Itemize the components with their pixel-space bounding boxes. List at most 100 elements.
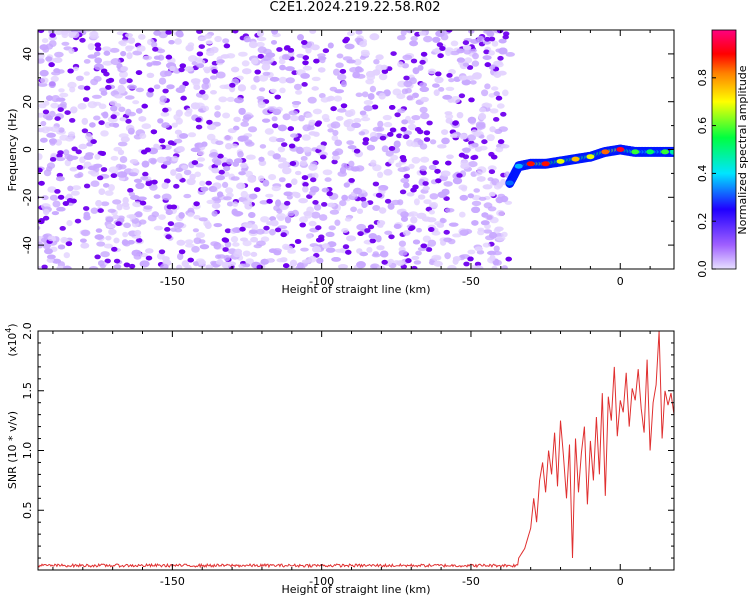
heatmap-cell	[56, 206, 66, 212]
heatmap-cell	[38, 127, 45, 133]
heatmap-cell	[467, 134, 476, 142]
x-tick-label: 0	[617, 275, 624, 288]
heatmap-cell	[269, 76, 280, 82]
heatmap-cell	[402, 229, 411, 237]
heatmap-cell	[218, 169, 225, 175]
heatmap-cell	[313, 204, 322, 211]
heatmap-cell	[74, 218, 82, 224]
heatmap-cell	[124, 95, 135, 100]
heatmap-cell	[199, 89, 206, 95]
heatmap-cell	[87, 54, 97, 59]
heatmap-cell	[408, 211, 418, 217]
heatmap-cell	[64, 110, 71, 115]
heatmap-cell	[39, 69, 49, 77]
heatmap-cell	[476, 122, 486, 130]
heatmap-cell	[474, 171, 483, 176]
heatmap-cell	[127, 240, 135, 245]
heatmap-cell	[346, 59, 356, 64]
heatmap-cell	[365, 78, 375, 85]
heatmap-cell	[390, 51, 397, 56]
heatmap-cell	[128, 172, 138, 177]
heatmap-cell	[470, 39, 480, 44]
heatmap-cell	[240, 162, 248, 169]
heatmap-cell	[87, 43, 95, 51]
heatmap-cell	[222, 247, 229, 252]
heatmap-cell	[420, 156, 430, 163]
heatmap-cell	[276, 47, 283, 52]
heatmap-cell	[83, 59, 91, 64]
heatmap-cell	[359, 40, 367, 48]
heatmap-cell	[110, 114, 117, 120]
heatmap-cell	[111, 246, 118, 252]
heatmap-cell	[474, 146, 483, 152]
heatmap-cell	[285, 66, 295, 72]
heatmap-cell	[190, 78, 201, 84]
heatmap-cell	[158, 138, 166, 144]
heatmap-cell	[43, 100, 50, 106]
heatmap-cell	[50, 102, 60, 109]
heatmap-cell	[287, 126, 294, 132]
heatmap-cell	[142, 55, 152, 61]
heatmap-cell	[174, 38, 183, 45]
heatmap-cell	[135, 87, 144, 93]
heatmap-cell	[57, 150, 64, 156]
heatmap-cell	[322, 243, 330, 249]
heatmap-cell	[200, 186, 209, 192]
heatmap-cell	[375, 192, 383, 198]
heatmap-cell	[54, 51, 64, 58]
heatmap-cell	[113, 237, 120, 244]
heatmap-cell	[55, 156, 66, 162]
snr-y-ticks: 0.5 1.0 1.5 2.0	[21, 322, 674, 559]
heatmap-cell	[445, 117, 453, 124]
heatmap-cell	[164, 70, 172, 77]
heatmap-cell	[150, 129, 158, 135]
heatmap-cell	[433, 89, 440, 96]
heatmap-cell	[179, 133, 189, 139]
heatmap-cell	[390, 154, 399, 161]
heatmap-cell	[432, 160, 439, 166]
heatmap-cell	[182, 81, 189, 87]
heatmap-cell	[338, 264, 348, 269]
heatmap-cell	[369, 33, 380, 41]
heatmap-cell	[121, 239, 129, 246]
heatmap-cell	[469, 80, 477, 85]
heatmap-cell	[377, 171, 384, 178]
heatmap-cell	[226, 96, 235, 102]
heatmap-cell	[50, 126, 60, 133]
heatmap-cell	[344, 43, 355, 50]
heatmap-cell	[54, 116, 61, 121]
heatmap-cell	[135, 70, 143, 75]
heatmap-cell	[89, 31, 99, 38]
heatmap-cell	[346, 140, 355, 146]
heatmap-cell	[422, 235, 431, 243]
heatmap-cell	[138, 116, 147, 122]
heatmap-cell	[117, 141, 128, 147]
heatmap-cell	[90, 139, 97, 145]
heatmap-cell	[136, 108, 143, 114]
heatmap-cell	[222, 112, 231, 119]
heatmap-cell	[131, 249, 142, 257]
heatmap-cell	[212, 198, 222, 204]
heatmap-cell	[353, 58, 362, 66]
heatmap-cell	[484, 83, 491, 90]
heatmap-cell	[495, 95, 503, 101]
heatmap-cell	[128, 214, 137, 220]
heatmap-cell	[153, 55, 161, 60]
heatmap-cell	[389, 105, 396, 110]
heatmap-cell	[196, 30, 203, 34]
heatmap-cell	[387, 132, 394, 137]
heatmap-cell	[123, 262, 131, 268]
heatmap-cell	[157, 118, 164, 124]
heatmap-cell	[94, 57, 102, 64]
heatmap-cell	[472, 52, 479, 60]
snr-multiplier: (x104)	[4, 324, 19, 357]
heatmap-cell	[321, 202, 328, 207]
heatmap-cell	[279, 64, 286, 71]
heatmap-cell	[301, 40, 308, 45]
heatmap-cell	[405, 30, 415, 34]
heatmap-cell	[498, 38, 507, 44]
heatmap-cell	[152, 46, 159, 52]
heatmap-cell	[300, 73, 310, 79]
heatmap-cell	[468, 97, 475, 103]
heatmap-cell	[418, 31, 427, 36]
